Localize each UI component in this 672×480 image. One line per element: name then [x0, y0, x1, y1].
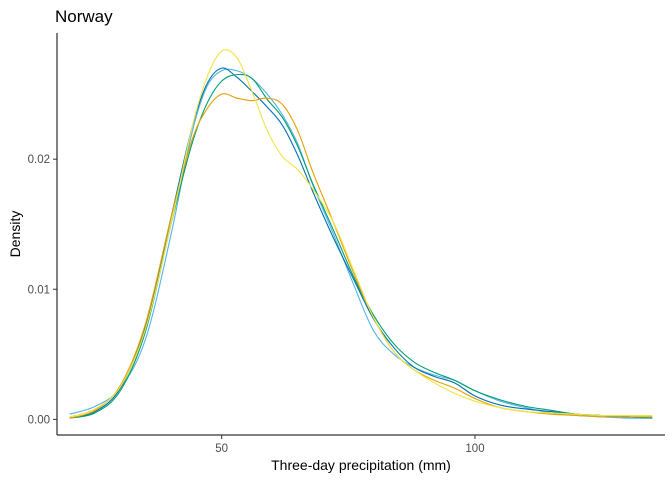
- x-axis-ticks: 50 100: [215, 435, 485, 455]
- x-tick-label: 50: [215, 443, 228, 455]
- y-tick-label: 0.00: [28, 414, 50, 426]
- density-curve-4: [69, 93, 653, 419]
- density-curve-5: [69, 49, 653, 418]
- density-curve-2: [69, 67, 653, 419]
- y-axis-title: Density: [7, 211, 23, 258]
- y-tick-label: 0.02: [28, 154, 50, 166]
- density-curve-1: [69, 68, 653, 419]
- y-tick-label: 0.01: [28, 284, 50, 296]
- density-curves: [69, 49, 653, 419]
- y-axis-ticks: 0.00 0.01 0.02: [28, 154, 57, 426]
- density-curve-3: [69, 73, 653, 419]
- x-tick-label: 100: [465, 443, 484, 455]
- x-axis-title: Three-day precipitation (mm): [271, 457, 451, 473]
- chart-title: Norway: [55, 7, 113, 26]
